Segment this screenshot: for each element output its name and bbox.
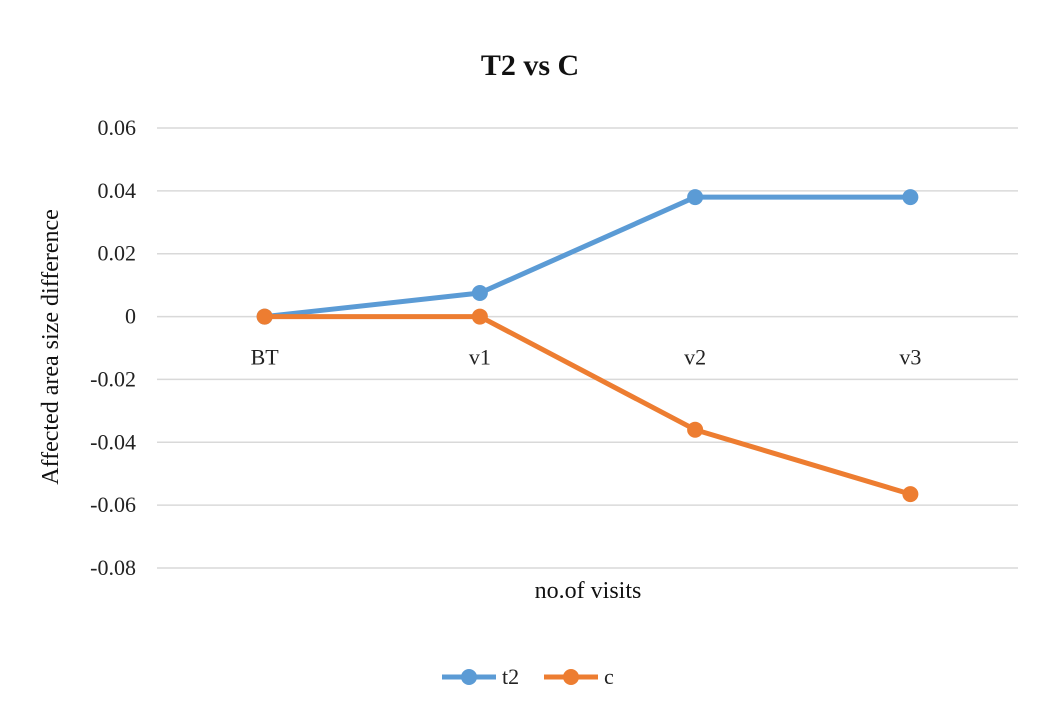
x-axis-ticks: BT v1 v2 v3	[251, 345, 922, 370]
gridlines	[157, 127, 1018, 569]
y-tick-label: 0.06	[98, 115, 137, 140]
data-point-t2	[687, 189, 704, 206]
series-c	[256, 308, 919, 503]
legend-swatch-marker	[563, 669, 579, 685]
data-point-c	[902, 486, 919, 503]
y-tick-label: 0	[125, 304, 136, 329]
legend-item-t2: t2	[442, 664, 519, 689]
legend-label: c	[604, 664, 614, 689]
y-tick-label: -0.04	[90, 429, 136, 454]
x-tick-label: v1	[469, 345, 491, 370]
y-tick-label: -0.08	[90, 555, 136, 580]
series-t2	[256, 189, 919, 325]
y-tick-label: 0.04	[98, 178, 137, 203]
x-tick-label: BT	[251, 345, 280, 370]
series-line-t2	[262, 194, 913, 320]
x-tick-label: v3	[899, 345, 921, 370]
y-axis-label: Affected area size difference	[38, 209, 64, 485]
y-tick-label: -0.02	[90, 366, 136, 391]
y-tick-label: 0.02	[98, 241, 137, 266]
series-lines	[256, 189, 919, 503]
legend: t2 c	[442, 664, 614, 689]
y-axis-ticks: 0.06 0.04 0.02 0 -0.02 -0.04 -0.06 -0.08	[90, 115, 136, 580]
data-point-c	[687, 421, 704, 438]
data-point-c	[471, 308, 488, 325]
data-point-t2	[471, 285, 488, 301]
data-point-c	[256, 308, 273, 325]
data-point-t2	[902, 189, 919, 206]
x-axis-label: no.of visits	[535, 578, 642, 604]
legend-label: t2	[502, 664, 519, 689]
legend-item-c: c	[544, 664, 614, 689]
y-tick-label: -0.06	[90, 492, 136, 517]
series-line-c	[262, 314, 913, 497]
x-tick-label: v2	[684, 345, 706, 370]
chart-title: T2 vs C	[481, 49, 579, 82]
legend-swatch-marker	[461, 669, 477, 685]
